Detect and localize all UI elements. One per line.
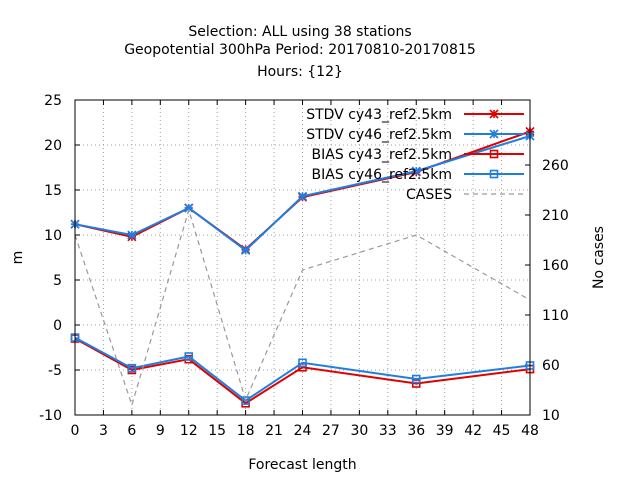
y2-tick-label: 110 bbox=[542, 308, 569, 324]
x-tick-label: 15 bbox=[208, 423, 226, 439]
x-tick-label: 18 bbox=[237, 423, 255, 439]
y-axis-label: m bbox=[10, 251, 26, 265]
y-tick-label: -5 bbox=[48, 363, 62, 379]
x-tick-label: 12 bbox=[180, 423, 198, 439]
legend-marker bbox=[489, 109, 499, 119]
y-tick-label: 15 bbox=[44, 183, 62, 199]
y-tick-label: -10 bbox=[39, 408, 62, 424]
legend-label: BIAS cy46_ref2.5km bbox=[312, 167, 452, 183]
series-line bbox=[74, 207, 531, 408]
series-5 bbox=[74, 207, 531, 408]
y-tick-label: 20 bbox=[44, 138, 62, 154]
y2-tick-label: 260 bbox=[542, 158, 569, 174]
x-tick-label: 48 bbox=[521, 423, 539, 439]
title-line-2: Geopotential 300hPa Period: 20170810-201… bbox=[124, 42, 476, 58]
series-1 bbox=[70, 126, 535, 254]
legend-label: BIAS cy43_ref2.5km bbox=[312, 147, 452, 163]
legend-marker bbox=[489, 129, 499, 139]
x-tick-label: 33 bbox=[379, 423, 397, 439]
data-point bbox=[298, 358, 307, 368]
y-tick-label: 10 bbox=[44, 228, 62, 244]
data-point bbox=[184, 352, 194, 361]
legend-marker bbox=[489, 149, 499, 159]
legend-item: STDV cy43_ref2.5km bbox=[306, 107, 524, 123]
legend-item: BIAS cy46_ref2.5km bbox=[312, 167, 524, 183]
data-point bbox=[297, 191, 308, 201]
x-tick-label: 30 bbox=[350, 423, 368, 439]
x-tick-label: 9 bbox=[156, 423, 165, 439]
data-point bbox=[127, 230, 137, 240]
legend-item: BIAS cy43_ref2.5km bbox=[312, 147, 524, 163]
data-point bbox=[127, 363, 137, 373]
y2-tick-label: 60 bbox=[542, 358, 560, 374]
x-tick-label: 42 bbox=[464, 423, 482, 439]
data-point bbox=[411, 374, 421, 384]
y2-tick-label: 10 bbox=[542, 408, 560, 424]
x-tick-label: 27 bbox=[322, 423, 340, 439]
legend-label: STDV cy43_ref2.5km bbox=[306, 107, 452, 123]
x-tick-label: 3 bbox=[99, 423, 108, 439]
x-tick-label: 0 bbox=[71, 423, 80, 439]
ticks: 0 3 6 9 12 15 18 21 24 27 30 33 36 39 42 45 48-10-505101… bbox=[39, 93, 569, 439]
x-tick-label: 6 bbox=[127, 423, 136, 439]
y2-tick-label: 210 bbox=[542, 208, 569, 224]
legend-item: CASES bbox=[406, 187, 524, 203]
data-point bbox=[241, 396, 250, 405]
y-tick-label: 0 bbox=[53, 318, 62, 334]
y-tick-label: 25 bbox=[44, 93, 62, 109]
legend-item: STDV cy46_ref2.5km bbox=[306, 127, 524, 143]
series-line bbox=[74, 337, 531, 405]
y2-tick-label: 160 bbox=[542, 258, 569, 274]
title-line-3: Hours: {12} bbox=[257, 64, 343, 80]
legend-marker bbox=[489, 169, 499, 179]
legend-label: STDV cy46_ref2.5km bbox=[306, 127, 452, 143]
x-tick-label: 36 bbox=[407, 423, 425, 439]
y2-axis-label: No cases bbox=[591, 226, 607, 289]
plot-frame bbox=[74, 99, 531, 416]
x-tick-label: 24 bbox=[294, 423, 312, 439]
x-tick-label: 21 bbox=[265, 423, 283, 439]
chart-title: Selection: ALL using 38 stations Geopote… bbox=[124, 24, 476, 80]
series-line bbox=[74, 336, 531, 402]
x-axis-label: Forecast length bbox=[248, 457, 356, 473]
x-tick-label: 45 bbox=[493, 423, 511, 439]
y-tick-label: 5 bbox=[53, 273, 62, 289]
series-2 bbox=[70, 131, 535, 255]
legend-label: CASES bbox=[406, 187, 452, 203]
x-tick-label: 39 bbox=[436, 423, 454, 439]
title-line-1: Selection: ALL using 38 stations bbox=[188, 24, 411, 40]
data-point bbox=[411, 166, 421, 176]
data-point bbox=[241, 245, 251, 255]
legend: STDV cy43_ref2.5km STDV cy46_ref2.5km BIAS… bbox=[306, 107, 524, 203]
